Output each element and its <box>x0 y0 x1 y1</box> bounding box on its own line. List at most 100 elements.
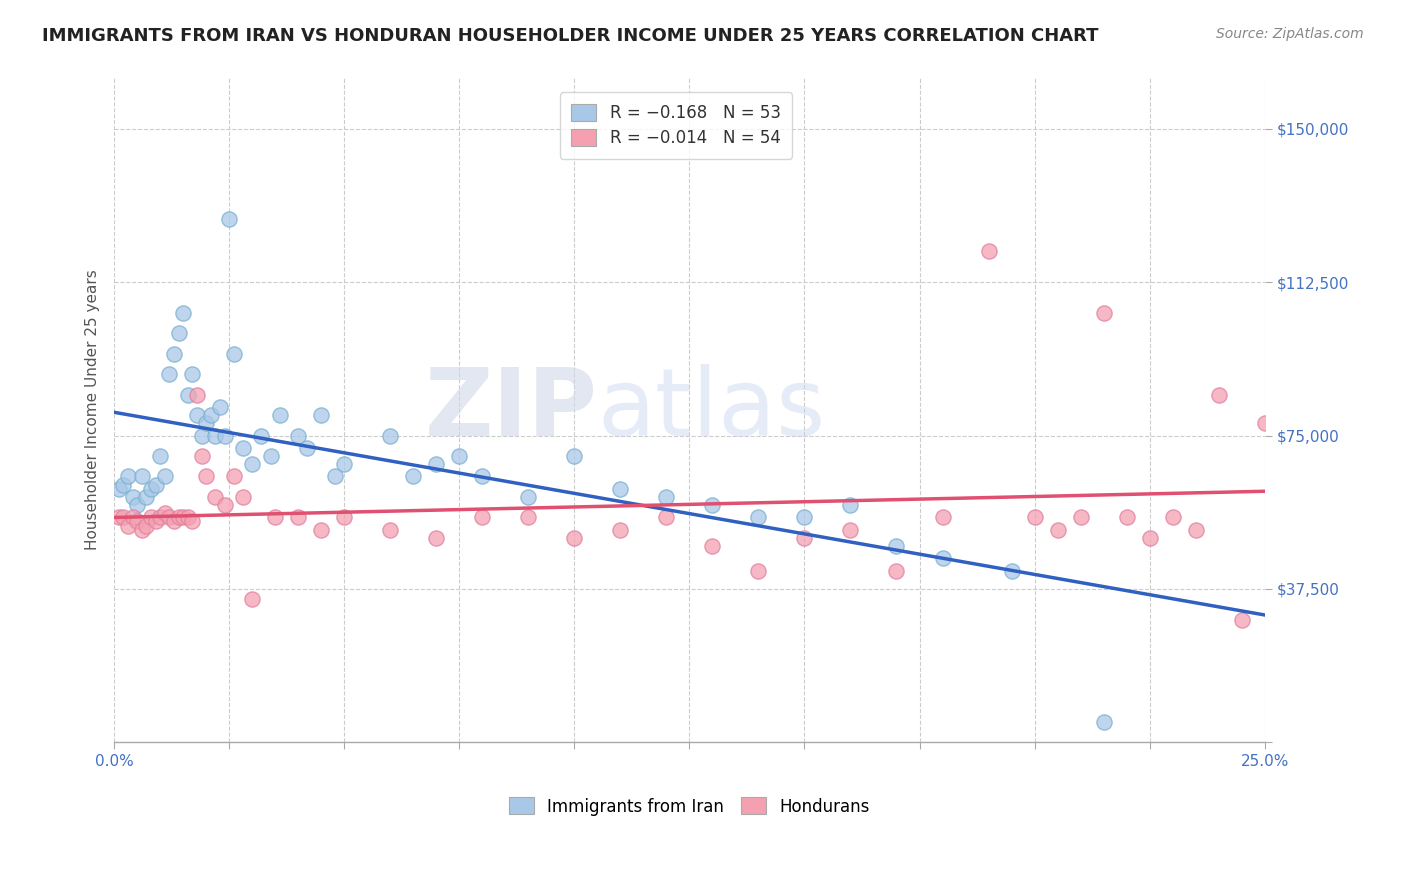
Point <box>609 523 631 537</box>
Point <box>471 469 494 483</box>
Point <box>172 510 194 524</box>
Point <box>977 244 1000 259</box>
Point <box>240 457 263 471</box>
Point <box>309 523 332 537</box>
Point <box>886 539 908 553</box>
Point <box>190 449 212 463</box>
Point <box>747 564 769 578</box>
Point <box>149 510 172 524</box>
Point <box>839 523 862 537</box>
Point <box>145 515 167 529</box>
Point <box>222 469 245 483</box>
Point <box>181 515 204 529</box>
Point <box>702 498 724 512</box>
Point <box>131 469 153 483</box>
Y-axis label: Householder Income Under 25 years: Householder Income Under 25 years <box>86 269 100 550</box>
Point <box>609 482 631 496</box>
Point <box>886 564 908 578</box>
Point <box>517 510 540 524</box>
Point <box>127 515 149 529</box>
Point <box>181 367 204 381</box>
Point <box>232 490 254 504</box>
Point <box>121 510 143 524</box>
Point <box>259 449 281 463</box>
Point <box>747 510 769 524</box>
Point <box>240 592 263 607</box>
Point <box>186 387 208 401</box>
Point <box>117 518 139 533</box>
Point <box>117 469 139 483</box>
Point <box>287 428 309 442</box>
Point <box>107 482 129 496</box>
Text: atlas: atlas <box>598 364 825 456</box>
Point <box>107 510 129 524</box>
Point <box>163 515 186 529</box>
Point <box>425 457 447 471</box>
Point <box>1046 523 1069 537</box>
Point <box>167 510 190 524</box>
Text: ZIP: ZIP <box>425 364 598 456</box>
Point <box>172 306 194 320</box>
Point <box>204 428 226 442</box>
Text: IMMIGRANTS FROM IRAN VS HONDURAN HOUSEHOLDER INCOME UNDER 25 YEARS CORRELATION C: IMMIGRANTS FROM IRAN VS HONDURAN HOUSEHO… <box>42 27 1098 45</box>
Point <box>204 490 226 504</box>
Point <box>112 477 135 491</box>
Point <box>297 441 319 455</box>
Point <box>309 408 332 422</box>
Point <box>131 523 153 537</box>
Point <box>190 428 212 442</box>
Point <box>1092 714 1115 729</box>
Point <box>333 510 356 524</box>
Point <box>214 498 236 512</box>
Point <box>135 518 157 533</box>
Point <box>449 449 471 463</box>
Point <box>655 490 678 504</box>
Point <box>167 326 190 341</box>
Point <box>195 469 218 483</box>
Point <box>157 367 180 381</box>
Point <box>195 416 218 430</box>
Point <box>222 346 245 360</box>
Point <box>1115 510 1137 524</box>
Point <box>1230 613 1253 627</box>
Point <box>793 510 815 524</box>
Point <box>269 408 291 422</box>
Point <box>1184 523 1206 537</box>
Point <box>127 498 149 512</box>
Point <box>402 469 425 483</box>
Point <box>153 469 176 483</box>
Point <box>931 510 953 524</box>
Point <box>1161 510 1184 524</box>
Point <box>208 400 231 414</box>
Point <box>139 510 162 524</box>
Point <box>333 457 356 471</box>
Point <box>380 523 402 537</box>
Point <box>564 531 586 545</box>
Point <box>186 408 208 422</box>
Point <box>149 449 172 463</box>
Point <box>232 441 254 455</box>
Point <box>931 551 953 566</box>
Point <box>1092 306 1115 320</box>
Point <box>264 510 287 524</box>
Point <box>1208 387 1230 401</box>
Point <box>163 346 186 360</box>
Point <box>218 211 240 226</box>
Point <box>655 510 678 524</box>
Point <box>214 428 236 442</box>
Point <box>112 510 135 524</box>
Point <box>839 498 862 512</box>
Point <box>1139 531 1161 545</box>
Point <box>153 506 176 520</box>
Point <box>200 408 222 422</box>
Point <box>380 428 402 442</box>
Point <box>157 510 180 524</box>
Point <box>135 490 157 504</box>
Text: Source: ZipAtlas.com: Source: ZipAtlas.com <box>1216 27 1364 41</box>
Point <box>564 449 586 463</box>
Point <box>323 469 346 483</box>
Point <box>1253 416 1275 430</box>
Point <box>250 428 273 442</box>
Point <box>425 531 447 545</box>
Point <box>145 477 167 491</box>
